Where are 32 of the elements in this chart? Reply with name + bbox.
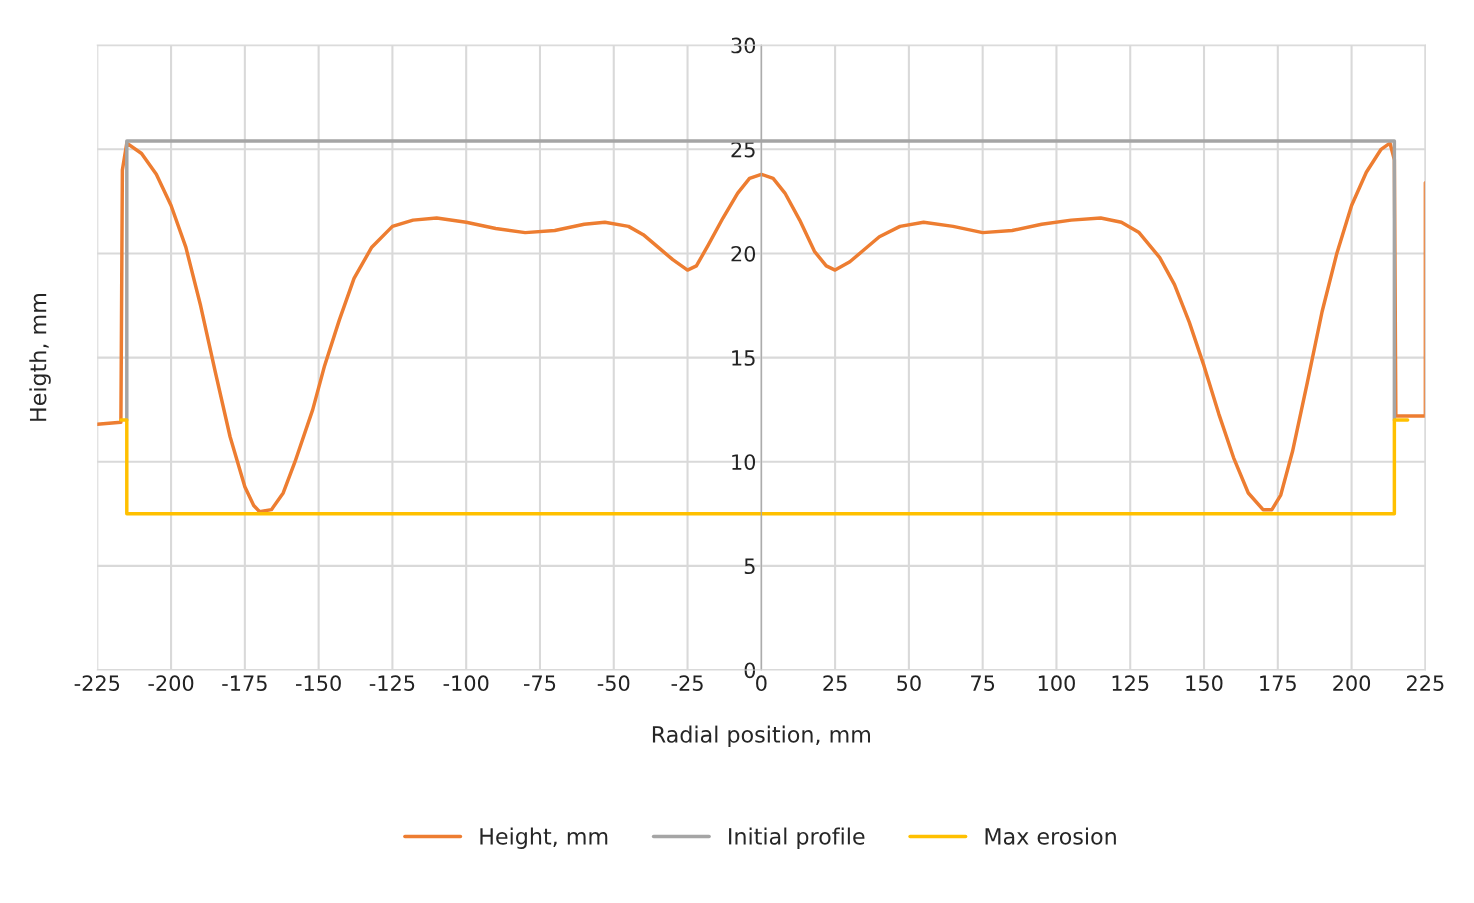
x-tick-label: -50 [597,675,630,692]
x-axis-title: Radial position, mm [652,725,870,748]
x-tick-label: -150 [296,675,341,692]
x-tick-label: 175 [1260,675,1296,692]
x-tick-label: 150 [1186,675,1223,692]
x-tick-label: -25 [671,675,703,692]
y-tick-label: 30 [731,37,756,54]
y-tick-label: 0 [744,662,756,679]
y-tick-label: 20 [731,245,756,262]
y-tick-label: 25 [731,141,755,158]
legend-label: Height, mm [480,827,608,850]
x-tick-label: -75 [523,675,556,692]
x-tick-label: 50 [897,675,921,692]
x-tick-label: -125 [369,675,415,692]
x-tick-label: -225 [74,675,120,692]
y-tick-label: 5 [744,558,755,575]
x-tick-label: 0 [756,675,767,692]
x-tick-label: 200 [1333,675,1371,692]
x-tick-label: 100 [1038,675,1075,692]
x-tick-label: 225 [1407,675,1444,692]
x-tick-label: 75 [971,675,995,692]
x-tick-label: 125 [1112,675,1149,692]
legend-label: Initial profile [729,827,865,850]
x-tick-label: -100 [443,675,489,692]
x-tick-label: -200 [148,675,194,692]
y-tick-label: 10 [732,454,756,470]
y-tick-label: 15 [732,350,755,366]
legend-label: Max erosion [985,827,1116,845]
x-tick-label: -175 [222,675,267,692]
x-tick-label: 25 [823,675,847,692]
line-series [97,141,1426,514]
y-axis-title: Heigth, mm [29,294,51,421]
